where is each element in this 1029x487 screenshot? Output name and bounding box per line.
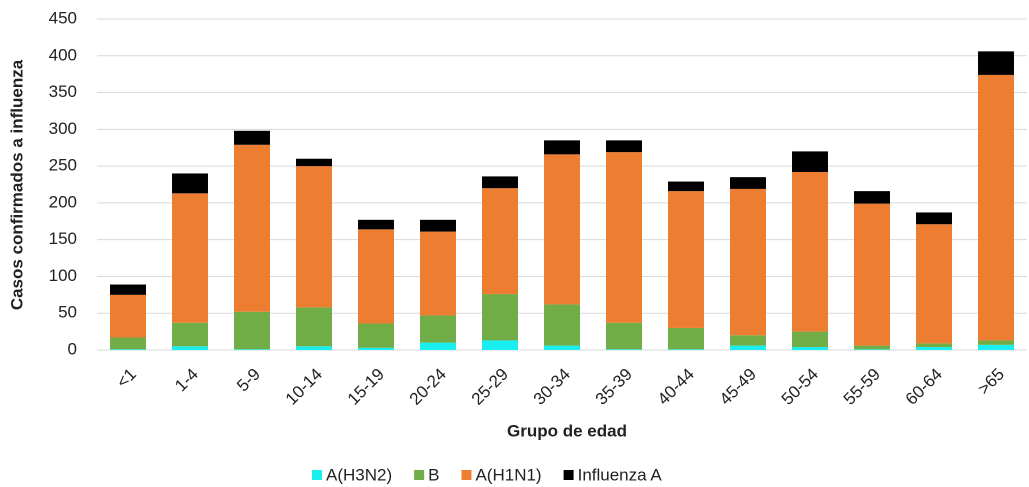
bar-segment (916, 347, 952, 350)
x-tick-label: >65 (974, 365, 1008, 399)
legend-swatch (312, 470, 322, 480)
bar-segment (544, 304, 580, 346)
bar-segment (296, 166, 332, 308)
x-tick-label: 45-49 (716, 365, 760, 409)
bar-segment (792, 331, 828, 348)
bar-segment (792, 171, 828, 332)
x-tick-label: 30-34 (530, 365, 574, 409)
bar-segment (172, 346, 208, 350)
bar-segment (110, 284, 146, 295)
legend-swatch (414, 470, 425, 480)
legend-label: A(H1N1) (475, 465, 541, 484)
x-tick-label: 50-54 (778, 365, 822, 409)
y-tick-label: 100 (49, 266, 77, 285)
bar-segment (420, 315, 456, 343)
bar-segment (606, 349, 642, 350)
bar-segment (420, 219, 456, 232)
bar-segment (172, 173, 208, 194)
bar-segment (792, 347, 828, 350)
bar-segment (668, 349, 704, 350)
bar-segment (234, 311, 270, 350)
x-tick-label: <1 (113, 365, 140, 392)
bar-segment (482, 176, 518, 189)
y-axis-title: Casos confirmados a influenza (7, 59, 26, 310)
y-tick-label: 150 (49, 229, 77, 248)
bar-segment (916, 224, 952, 344)
bar-segment (668, 181, 704, 192)
bar-segment (606, 140, 642, 153)
bar-segment (482, 188, 518, 295)
bar-segment (606, 152, 642, 323)
bar-segment (854, 349, 890, 350)
bar-segment (978, 74, 1014, 341)
x-tick-label: 1-4 (171, 365, 202, 396)
bar-segment (358, 323, 394, 348)
bar-segment (916, 343, 952, 348)
bar-segment (482, 340, 518, 350)
y-tick-label: 0 (68, 339, 77, 358)
bar-segment (234, 144, 270, 312)
legend-swatch (461, 470, 472, 480)
bar-segment (730, 188, 766, 336)
bar-segment (482, 294, 518, 341)
bar-segment (296, 158, 332, 167)
x-tick-label: 35-39 (592, 365, 636, 409)
x-axis-title: Grupo de edad (507, 421, 627, 440)
legend-label: Influenza A (578, 465, 663, 484)
y-tick-label: 300 (49, 119, 77, 138)
bar-segment (544, 345, 580, 350)
bar-segment (668, 327, 704, 350)
bar-segment (978, 340, 1014, 345)
x-tick-label: 55-59 (840, 365, 884, 409)
bar-segment (978, 344, 1014, 350)
bar-segment (358, 219, 394, 230)
legend-label: B (428, 465, 439, 484)
x-tick-label: 40-44 (654, 365, 698, 409)
y-tick-label: 250 (49, 156, 77, 175)
bar-segment (854, 345, 890, 350)
bar-segment (420, 342, 456, 350)
y-tick-label: 50 (58, 303, 77, 322)
x-tick-label: 20-24 (406, 365, 450, 409)
legend-swatch (563, 470, 574, 480)
bar-segment (606, 322, 642, 350)
y-tick-label: 350 (49, 82, 77, 101)
x-tick-label: 10-14 (282, 365, 326, 409)
bar-segment (792, 151, 828, 172)
y-tick-label: 200 (49, 192, 77, 211)
bar-segment (854, 191, 890, 204)
bar-segment (978, 51, 1014, 75)
bar-segment (730, 335, 766, 346)
bar-segment (420, 231, 456, 316)
bar-segment (916, 212, 952, 225)
x-tick-label: 60-64 (902, 365, 946, 409)
bar-segment (544, 154, 580, 305)
x-tick-label: 25-29 (468, 365, 512, 409)
bar-segment (172, 322, 208, 347)
x-tick-label: 15-19 (344, 365, 388, 409)
bar-segment (172, 193, 208, 323)
y-tick-label: 400 (49, 45, 77, 64)
bar-segment (234, 130, 270, 145)
bar-segment (544, 140, 580, 155)
bar-segment (110, 349, 146, 350)
bar-segment (730, 177, 766, 189)
bar-segment (110, 337, 146, 350)
bar-segment (296, 346, 332, 350)
bar-segment (730, 345, 766, 350)
x-tick-label: 5-9 (233, 365, 264, 396)
bar-segment (358, 347, 394, 350)
bar-segment (854, 203, 890, 346)
y-tick-label: 450 (49, 8, 77, 27)
bar-segment (110, 294, 146, 338)
bar-segment (668, 191, 704, 328)
legend-label: A(H3N2) (326, 465, 392, 484)
bar-segment (358, 229, 394, 324)
bar-segment (234, 349, 270, 350)
bar-segment (296, 307, 332, 347)
